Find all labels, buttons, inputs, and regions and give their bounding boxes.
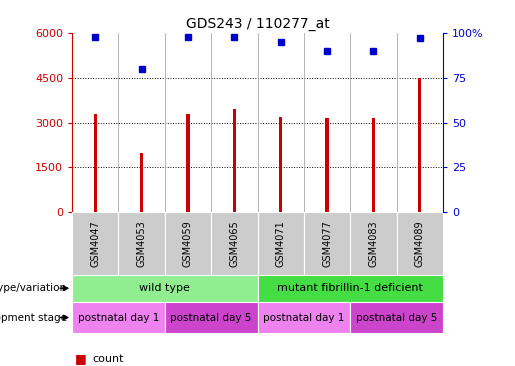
- Text: mutant fibrillin-1 deficient: mutant fibrillin-1 deficient: [277, 283, 423, 293]
- Bar: [258, 274, 443, 302]
- Text: postnatal day 1: postnatal day 1: [78, 313, 159, 322]
- Text: postnatal day 1: postnatal day 1: [263, 313, 345, 322]
- Bar: [72, 302, 165, 333]
- Text: postnatal day 5: postnatal day 5: [356, 313, 437, 322]
- Bar: [418, 78, 421, 212]
- Bar: [372, 118, 375, 212]
- Bar: [325, 118, 329, 212]
- Bar: [397, 212, 443, 274]
- Bar: [72, 212, 118, 274]
- Text: development stage: development stage: [0, 313, 67, 322]
- Bar: [72, 274, 258, 302]
- Bar: [304, 212, 350, 274]
- Text: GSM4059: GSM4059: [183, 220, 193, 267]
- Text: GSM4077: GSM4077: [322, 220, 332, 267]
- Text: GSM4047: GSM4047: [90, 220, 100, 267]
- Bar: [140, 153, 143, 212]
- Bar: [279, 117, 282, 212]
- Text: GSM4083: GSM4083: [368, 220, 379, 267]
- Text: postnatal day 5: postnatal day 5: [170, 313, 252, 322]
- Text: genotype/variation: genotype/variation: [0, 283, 67, 293]
- Text: GSM4071: GSM4071: [276, 220, 286, 267]
- Text: ■: ■: [75, 352, 87, 365]
- Bar: [94, 114, 97, 212]
- Bar: [211, 212, 258, 274]
- Bar: [350, 212, 397, 274]
- Text: wild type: wild type: [140, 283, 190, 293]
- Text: GSM4053: GSM4053: [136, 220, 147, 267]
- Bar: [118, 212, 165, 274]
- Bar: [258, 212, 304, 274]
- Bar: [165, 212, 211, 274]
- Bar: [258, 302, 350, 333]
- Title: GDS243 / 110277_at: GDS243 / 110277_at: [185, 16, 330, 30]
- Bar: [186, 114, 190, 212]
- Bar: [165, 302, 258, 333]
- Text: count: count: [93, 354, 124, 364]
- Bar: [233, 109, 236, 212]
- Bar: [350, 302, 443, 333]
- Text: GSM4065: GSM4065: [229, 220, 239, 267]
- Text: GSM4089: GSM4089: [415, 220, 425, 267]
